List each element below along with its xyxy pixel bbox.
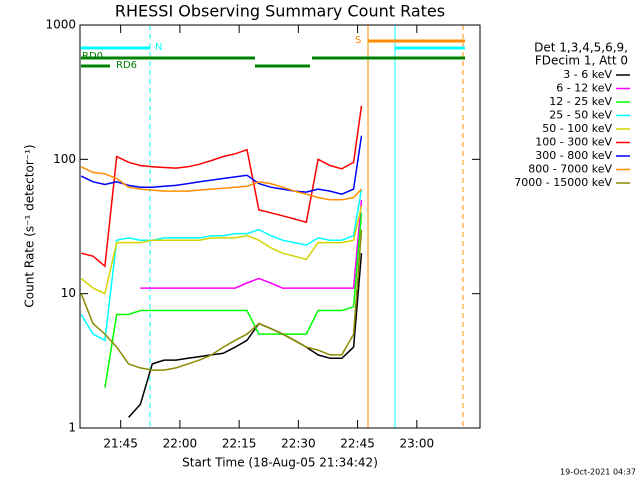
legend-label: 100 - 300 keV bbox=[535, 136, 612, 149]
legend-label: 300 - 800 keV bbox=[535, 149, 612, 162]
x-tick-label: 22:45 bbox=[340, 437, 375, 451]
y-tick-label: 1000 bbox=[45, 18, 76, 32]
y-tick-label: 1 bbox=[68, 421, 76, 435]
legend-label: 12 - 25 keV bbox=[549, 95, 612, 108]
series-line bbox=[128, 253, 363, 418]
x-axis-label: Start Time (18-Aug-05 21:34:42) bbox=[182, 456, 378, 470]
series-line bbox=[80, 205, 363, 295]
series-line bbox=[80, 166, 363, 201]
annotation: S bbox=[355, 35, 361, 46]
legend-label: 3 - 6 keV bbox=[563, 68, 612, 81]
legend-label: 6 - 12 keV bbox=[556, 82, 612, 95]
legend-label: 7000 - 15000 keV bbox=[514, 176, 612, 189]
chart-title: RHESSI Observing Summary Count Rates bbox=[115, 2, 445, 21]
series-line bbox=[80, 135, 363, 195]
annotation: N bbox=[155, 42, 162, 53]
legend-header: Det 1,3,4,5,6,9, bbox=[534, 41, 628, 55]
plot-frame bbox=[79, 24, 481, 429]
series-line bbox=[81, 105, 363, 268]
footer: 19-Oct-2021 04:37 bbox=[560, 468, 636, 477]
x-tick-label: 21:45 bbox=[103, 437, 138, 451]
legend-label: 800 - 7000 keV bbox=[528, 163, 612, 176]
x-tick-label: 22:15 bbox=[222, 437, 257, 451]
series-line bbox=[80, 229, 363, 371]
series-line bbox=[80, 188, 363, 342]
series-line bbox=[140, 199, 363, 289]
y-axis-label: Count Rate (s⁻¹ detector⁻¹) bbox=[23, 144, 37, 307]
legend-label: 50 - 100 keV bbox=[542, 122, 612, 135]
legend-header: FDecim 1, Att 0 bbox=[535, 54, 628, 68]
y-tick-label: 100 bbox=[53, 152, 76, 166]
annotation: RD6 bbox=[116, 60, 137, 71]
y-tick-label: 10 bbox=[61, 286, 76, 300]
legend-label: 25 - 50 keV bbox=[549, 109, 612, 122]
series-line bbox=[104, 212, 363, 388]
annotation: RD0 bbox=[82, 51, 103, 62]
x-tick-label: 23:00 bbox=[400, 437, 435, 451]
x-tick-label: 22:00 bbox=[163, 437, 198, 451]
x-tick-label: 22:30 bbox=[281, 437, 316, 451]
event-markers: N S RD0 RD6 bbox=[81, 25, 465, 428]
